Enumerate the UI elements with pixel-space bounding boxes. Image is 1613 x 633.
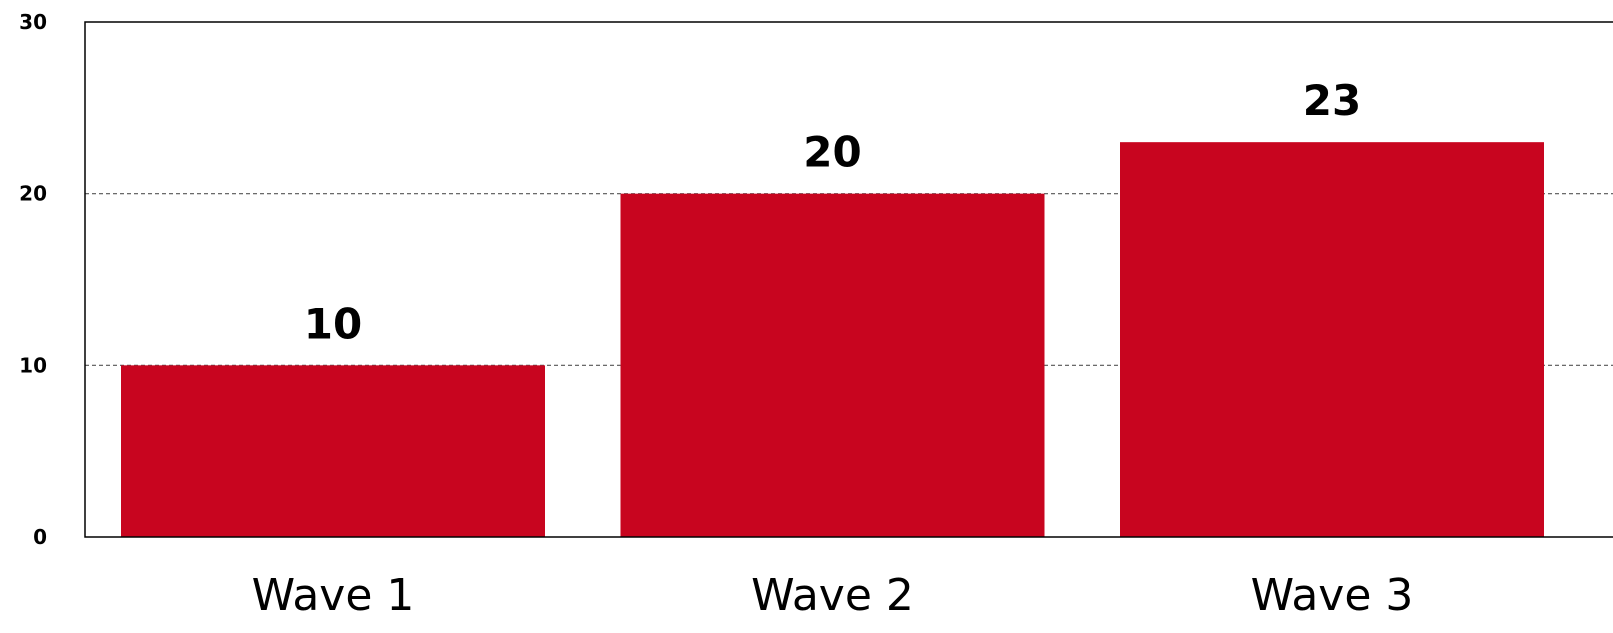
data-label: 10: [304, 299, 362, 348]
x-tick-label: Wave 3: [1251, 570, 1414, 621]
y-axis-ticks: 0 10 20 30: [19, 10, 47, 549]
y-tick-label: 20: [19, 182, 47, 206]
bar-wave-3: [1120, 142, 1544, 537]
y-tick-label: 10: [19, 353, 47, 377]
x-axis-ticks: Wave 1 Wave 2 Wave 3: [252, 570, 1414, 621]
data-label: 20: [803, 128, 861, 177]
y-tick-label: 0: [33, 525, 47, 549]
y-tick-label: 30: [19, 10, 47, 34]
x-tick-label: Wave 2: [751, 570, 914, 621]
bar-wave-2: [620, 193, 1045, 537]
data-labels: 10 20 23: [304, 76, 1361, 348]
x-tick-label: Wave 1: [252, 570, 415, 621]
plot-frame: [84, 21, 1613, 538]
data-label: 23: [1303, 76, 1361, 125]
bars: [121, 142, 1544, 537]
bar-wave-1: [121, 365, 545, 537]
